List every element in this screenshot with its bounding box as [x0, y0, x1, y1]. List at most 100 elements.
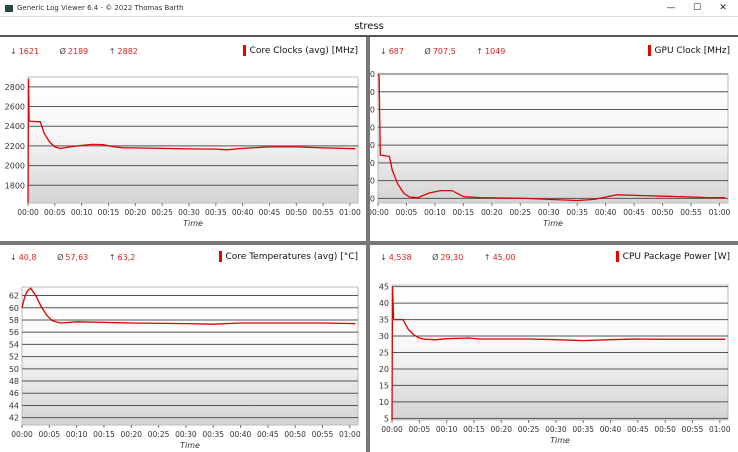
- y-tick-label: 10: [379, 398, 389, 407]
- x-tick-label: 00:00: [370, 208, 389, 217]
- x-tick-label: 00:10: [66, 430, 88, 439]
- y-tick-label: 2200: [5, 142, 25, 151]
- data-series-line: [21, 287, 356, 325]
- x-axis-label: Time: [183, 219, 203, 228]
- max-arrow-icon: ↑: [108, 253, 116, 262]
- x-tick-label: 00:20: [481, 208, 503, 217]
- chart-legend[interactable]: Core Temperatures (avg) [°C]: [218, 251, 359, 262]
- y-tick-label: 2600: [5, 103, 25, 112]
- y-tick-label: 1050: [370, 70, 375, 79]
- y-tick-label: 48: [9, 377, 19, 386]
- y-tick-label: 750: [370, 177, 375, 186]
- y-tick-label: 40: [379, 299, 389, 308]
- close-button[interactable]: ✕: [719, 3, 727, 13]
- x-axis-label: Time: [543, 219, 563, 228]
- chart-panel: ↓ 4,538 Ø 29,30 ↑ 45,00 CPU Package Power […: [370, 245, 738, 452]
- x-tick-label: 00:55: [682, 425, 704, 434]
- chart-title: GPU Clock [MHz]: [654, 45, 730, 56]
- stat-max: 63,2: [117, 253, 136, 262]
- chart-legend[interactable]: GPU Clock [MHz]: [647, 45, 730, 56]
- data-series-line: [27, 78, 356, 203]
- stat-max: 45,00: [492, 253, 516, 262]
- y-tick-label: 950: [370, 106, 375, 115]
- x-tick-label: 01:00: [709, 208, 731, 217]
- average-icon: Ø: [432, 253, 439, 262]
- x-tick-label: 00:30: [178, 208, 200, 217]
- chart-legend[interactable]: Core Clocks (avg) [MHz]: [242, 45, 358, 56]
- max-arrow-icon: ↑: [483, 253, 491, 262]
- y-tick-label: 56: [9, 328, 19, 337]
- min-arrow-icon: ↓: [380, 47, 387, 56]
- stat-max: 2882: [117, 47, 138, 56]
- line-chart: 1800 2000 2200 2400 2600 2800 00:00 00:05 00:10 0…: [5, 76, 361, 228]
- y-tick-label: 25: [379, 349, 389, 358]
- legend-swatch: [647, 45, 651, 56]
- x-tick-label: 00:40: [230, 430, 252, 439]
- x-tick-label: 00:05: [409, 425, 431, 434]
- chart-panel: ↓ 40,8 Ø 57,63 ↑ 63,2 Core Temperatures (av…: [0, 245, 366, 452]
- stat-avg: 57,63: [65, 253, 89, 262]
- min-arrow-icon: ↓: [10, 47, 17, 56]
- chart-title: Core Clocks (avg) [MHz]: [249, 45, 358, 56]
- x-tick-label: 01:00: [339, 208, 361, 217]
- x-tick-label: 00:45: [257, 430, 279, 439]
- x-tick-label: 00:00: [11, 430, 33, 439]
- x-tick-label: 01:00: [339, 430, 361, 439]
- x-tick-label: 00:30: [175, 430, 197, 439]
- x-tick-label: 00:55: [312, 430, 334, 439]
- x-tick-label: 00:25: [509, 208, 531, 217]
- chart-panel: ↓ 1621 Ø 2189 ↑ 2882 Core Clocks (avg) [MHz…: [0, 39, 366, 241]
- y-tick-label: 800: [370, 159, 375, 168]
- stat-min: 40,8: [18, 253, 37, 262]
- x-tick-label: 00:50: [285, 208, 307, 217]
- chart-stats: ↓ 40,8 Ø 57,63 ↑ 63,2: [10, 253, 153, 262]
- x-tick-label: 00:50: [652, 208, 674, 217]
- x-tick-label: 00:45: [623, 208, 645, 217]
- x-tick-label: 00:25: [148, 430, 170, 439]
- y-tick-label: 30: [379, 332, 389, 341]
- stat-avg: 29,30: [440, 253, 464, 262]
- line-chart: 42 44 46 48 50 52 54 56 58 60 62 00:00 00:05 00:10 00:…: [9, 286, 361, 450]
- chart-legend[interactable]: CPU Package Power [W]: [615, 251, 730, 262]
- min-arrow-icon: ↓: [380, 253, 387, 262]
- maximize-button[interactable]: ☐: [692, 3, 702, 13]
- window-title: Generic Log Viewer 6.4 - © 2022 Thomas B…: [17, 4, 184, 12]
- x-tick-label: 00:55: [680, 208, 702, 217]
- x-tick-label: 00:15: [463, 425, 485, 434]
- x-tick-label: 00:25: [151, 208, 173, 217]
- y-tick-label: 5: [384, 414, 389, 423]
- x-tick-label: 00:00: [381, 425, 403, 434]
- y-tick-label: 62: [9, 292, 19, 301]
- x-tick-label: 00:30: [545, 425, 567, 434]
- x-tick-label: 00:35: [202, 430, 224, 439]
- y-tick-label: 54: [9, 340, 19, 349]
- x-tick-label: 01:00: [709, 425, 731, 434]
- data-series-line: [391, 286, 726, 421]
- x-tick-label: 00:05: [44, 208, 66, 217]
- line-chart: 5 10 15 20 25 30 35 40 45 00:00 00:05 00:10 00:15 00:…: [379, 283, 731, 445]
- data-series-line: [377, 73, 726, 202]
- average-icon: Ø: [57, 253, 64, 262]
- x-axis-label: Time: [550, 436, 570, 445]
- y-tick-label: 900: [370, 123, 375, 132]
- y-tick-label: 700: [370, 194, 375, 203]
- average-icon: Ø: [424, 47, 431, 56]
- horizontal-splitter[interactable]: [0, 241, 738, 245]
- y-tick-label: 44: [9, 401, 19, 410]
- x-tick-label: 00:20: [125, 208, 147, 217]
- y-tick-label: 46: [9, 389, 19, 398]
- y-tick-label: 20: [379, 365, 389, 374]
- stat-max: 1049: [484, 47, 506, 56]
- stat-avg: 2189: [67, 47, 89, 56]
- minimize-button[interactable]: —: [666, 3, 676, 13]
- chart-title: Core Temperatures (avg) [°C]: [225, 251, 359, 262]
- chart-stats: ↓ 1621 Ø 2189 ↑ 2882: [10, 47, 156, 56]
- stat-avg: 707,5: [432, 47, 456, 56]
- x-tick-label: 00:45: [259, 208, 281, 217]
- x-tick-label: 00:40: [600, 425, 622, 434]
- x-tick-label: 00:20: [120, 430, 142, 439]
- y-tick-label: 35: [379, 316, 389, 325]
- x-tick-label: 00:50: [654, 425, 676, 434]
